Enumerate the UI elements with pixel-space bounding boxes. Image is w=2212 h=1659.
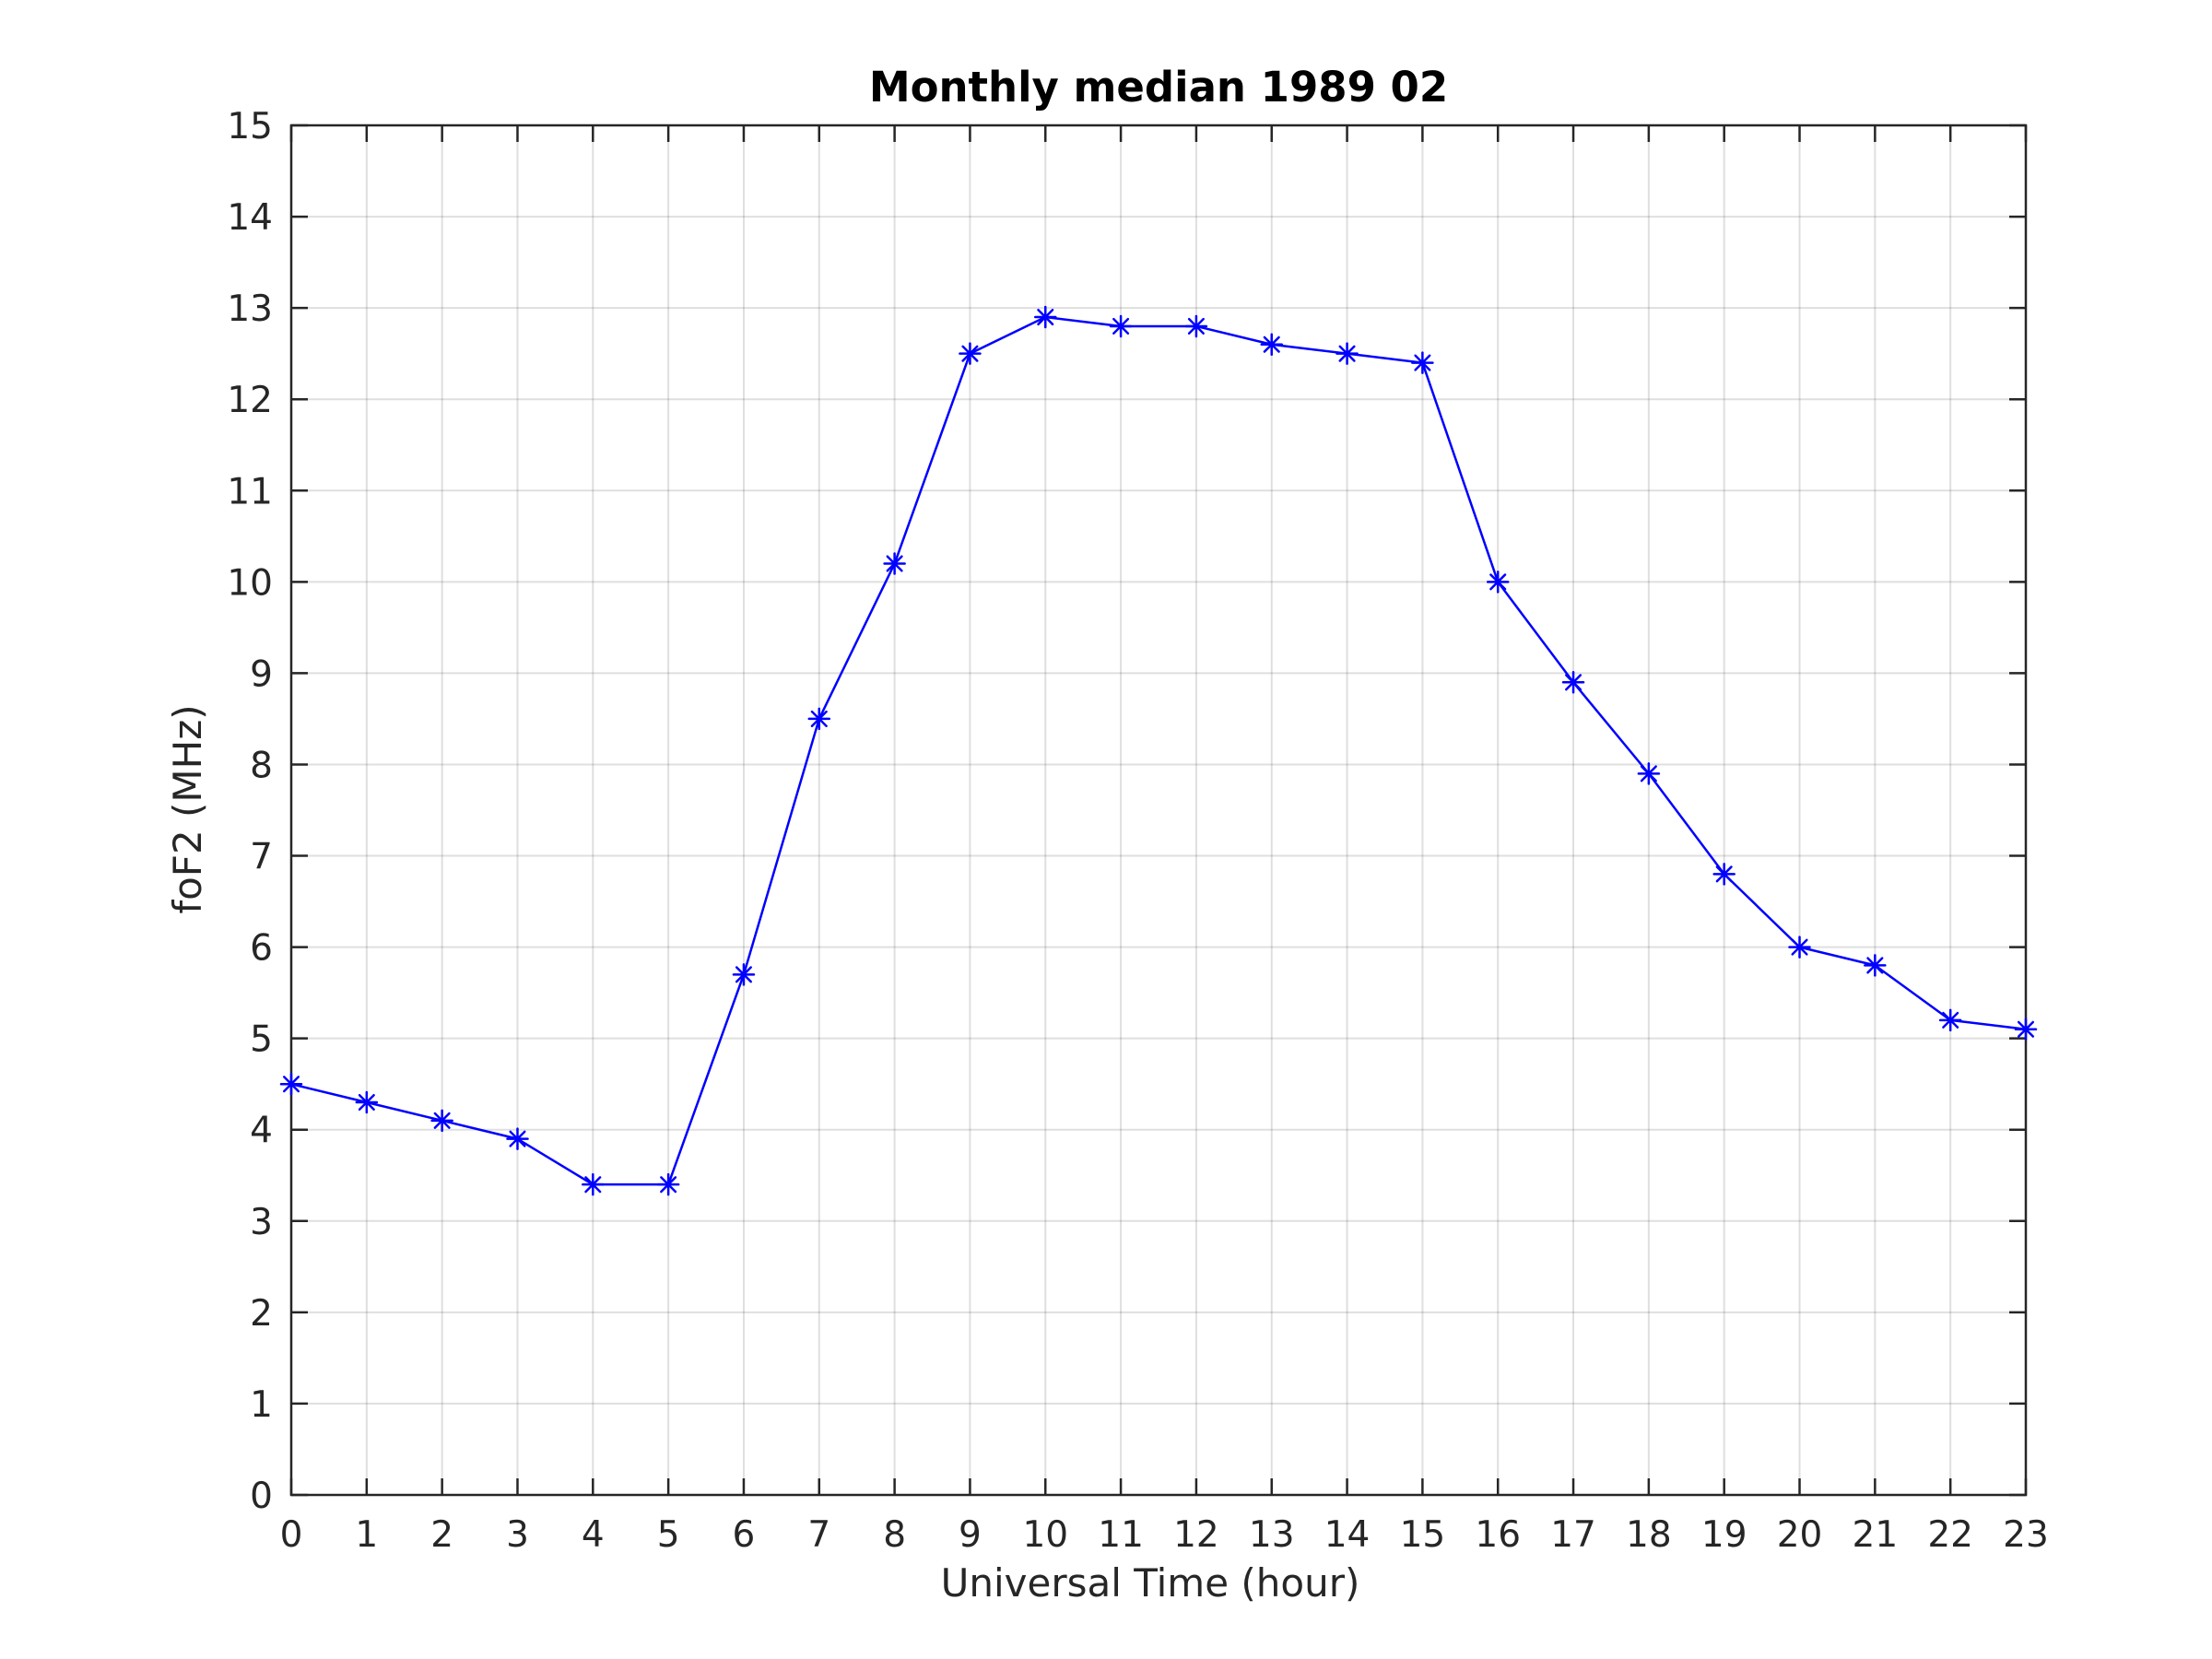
- data-point: [506, 1127, 529, 1150]
- x-tick-label: 21: [1853, 1514, 1899, 1556]
- data-point: [1411, 351, 1434, 374]
- y-tick-label: 11: [227, 471, 273, 512]
- x-tick-label: 11: [1098, 1514, 1144, 1556]
- y-tick-label: 7: [250, 837, 273, 878]
- x-tick-label: 8: [883, 1514, 906, 1556]
- data-point: [656, 1172, 680, 1196]
- y-tick-label: 5: [250, 1019, 273, 1061]
- y-tick-label: 0: [250, 1476, 273, 1517]
- data-point: [883, 552, 906, 575]
- y-tick-label: 4: [250, 1111, 273, 1152]
- data-point: [1109, 314, 1133, 338]
- x-tick-label: 15: [1400, 1514, 1446, 1556]
- data-point: [1712, 863, 1735, 886]
- y-tick-label: 15: [227, 106, 273, 147]
- y-axis-label: foF2 (MHz): [165, 704, 210, 913]
- series-line: [290, 315, 2027, 1186]
- series: [279, 305, 2038, 1196]
- grid: [290, 124, 2027, 1496]
- x-tick-label: 12: [1173, 1514, 1219, 1556]
- x-tick-label: 5: [657, 1514, 680, 1556]
- data-point: [1788, 935, 1811, 959]
- x-tick-label: 23: [2003, 1514, 2049, 1556]
- x-tick-label: 17: [1550, 1514, 1596, 1556]
- data-point: [1260, 333, 1283, 357]
- plot-area: [291, 125, 2026, 1495]
- axis-ticks: [289, 124, 2028, 1497]
- data-point: [959, 342, 982, 365]
- data-point: [1034, 305, 1057, 329]
- data-point: [1637, 762, 1661, 785]
- data-point: [355, 1090, 379, 1114]
- y-tick-label: 1: [250, 1384, 273, 1426]
- data-point: [1184, 314, 1208, 338]
- data-point: [1938, 1008, 1962, 1032]
- x-tick-label: 18: [1626, 1514, 1672, 1556]
- data-point: [732, 963, 756, 986]
- x-tick-label: 1: [355, 1514, 378, 1556]
- y-tick-label: 9: [250, 653, 273, 695]
- y-tick-label: 3: [250, 1202, 273, 1243]
- x-tick-label: 20: [1777, 1514, 1823, 1556]
- data-point: [1561, 671, 1585, 694]
- x-tick-label: 10: [1022, 1514, 1068, 1556]
- y-tick-label: 13: [227, 288, 273, 330]
- axes-box: [289, 124, 2028, 1497]
- x-tick-label: 19: [1701, 1514, 1747, 1556]
- data-point: [2014, 1018, 2038, 1041]
- x-tick-label: 9: [959, 1514, 982, 1556]
- data-point: [1486, 571, 1510, 594]
- x-tick-label: 22: [1927, 1514, 1973, 1556]
- data-point: [430, 1109, 453, 1133]
- x-tick-label: 2: [430, 1514, 453, 1556]
- x-tick-label: 16: [1475, 1514, 1521, 1556]
- x-tick-label: 4: [582, 1514, 605, 1556]
- x-tick-label: 0: [280, 1514, 303, 1556]
- x-tick-label: 7: [807, 1514, 830, 1556]
- x-tick-label: 6: [733, 1514, 756, 1556]
- x-tick-label: 13: [1249, 1514, 1295, 1556]
- y-tick-label: 14: [227, 197, 273, 239]
- y-tick-label: 8: [250, 745, 273, 786]
- y-tick-label: 2: [250, 1293, 273, 1335]
- chart-title: Monthly median 1989 02: [869, 63, 1448, 112]
- y-tick-label: 12: [227, 380, 273, 421]
- y-tick-label: 10: [227, 562, 273, 604]
- data-point: [807, 707, 831, 731]
- x-tick-labels: 0 1 2 3 4 5 6 7 8 9 10 11 12 13 14 15 16 17 18 19 20 21 22 23: [280, 1514, 2049, 1556]
- data-point: [1864, 954, 1887, 977]
- data-point: [1335, 342, 1359, 365]
- x-axis-label: Universal Time (hour): [941, 1560, 1360, 1606]
- x-tick-label: 3: [506, 1514, 529, 1556]
- y-tick-label: 6: [250, 928, 273, 970]
- data-point: [279, 1072, 303, 1096]
- data-point: [582, 1172, 605, 1196]
- x-tick-label: 14: [1324, 1514, 1371, 1556]
